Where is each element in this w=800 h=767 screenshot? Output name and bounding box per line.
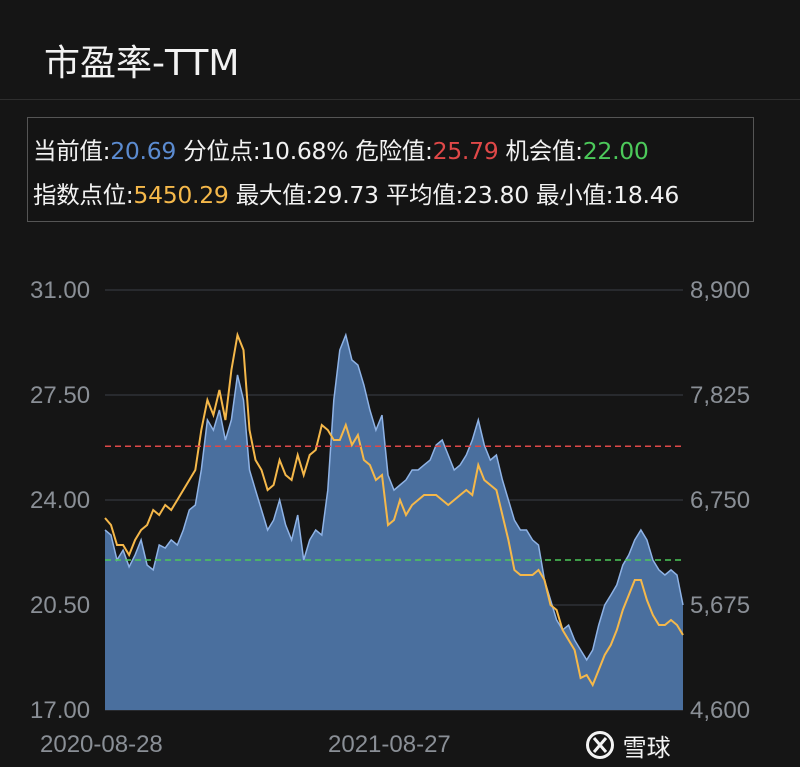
right-axis-tick-label: 7,825 — [690, 382, 750, 409]
stats-panel: 当前值:20.69 分位点:10.68% 危险值:25.79 机会值:22.00… — [27, 117, 754, 222]
right-axis-tick-label: 8,900 — [690, 277, 750, 304]
header-divider — [0, 99, 800, 100]
danger-value: 25.79 — [432, 137, 499, 165]
x-axis-tick-label: 2021-08-27 — [328, 731, 451, 758]
index-label: 指数点位: — [33, 181, 134, 209]
index-line — [104, 331, 684, 688]
percentile-value: 10.68% — [260, 137, 349, 165]
right-axis-tick-label: 6,750 — [690, 487, 750, 514]
left-axis-tick-label: 20.50 — [30, 592, 90, 619]
left-axis-tick-label: 27.50 — [30, 382, 90, 409]
stats-row-2: 指数点位:5450.29 最大值:29.73 平均值:23.80 最小值:18.… — [33, 176, 679, 210]
xueqiu-logo-icon — [586, 731, 614, 759]
stats-row-1: 当前值:20.69 分位点:10.68% 危险值:25.79 机会值:22.00 — [33, 132, 649, 166]
x-axis-tick-label: 2020-08-28 — [40, 731, 163, 758]
right-axis-tick-label: 4,600 — [690, 697, 750, 724]
pe-area — [105, 335, 683, 710]
left-axis-tick-label: 24.00 — [30, 487, 90, 514]
current-value: 20.69 — [110, 137, 176, 165]
max-label: 最大值: — [235, 181, 314, 209]
opportunity-label: 机会值: — [505, 137, 584, 165]
watermark: 雪球 — [585, 726, 671, 763]
danger-label: 危险值: — [355, 137, 433, 165]
current-label: 当前值: — [33, 137, 111, 165]
right-axis-tick-label: 5,675 — [690, 592, 750, 619]
left-axis-tick-label: 17.00 — [30, 697, 90, 724]
min-value: 18.46 — [613, 181, 680, 209]
max-value: 29.73 — [312, 181, 379, 209]
left-axis-tick-label: 31.00 — [30, 277, 90, 304]
avg-value: 23.80 — [463, 181, 529, 209]
watermark-text: 雪球 — [622, 734, 671, 762]
avg-label: 平均值: — [385, 181, 464, 209]
min-label: 最小值: — [536, 181, 614, 209]
opportunity-value: 22.00 — [582, 137, 649, 165]
page-title: 市盈率-TTM — [44, 43, 240, 84]
percentile-label: 分位点: — [183, 137, 261, 165]
index-value: 5450.29 — [133, 181, 229, 209]
